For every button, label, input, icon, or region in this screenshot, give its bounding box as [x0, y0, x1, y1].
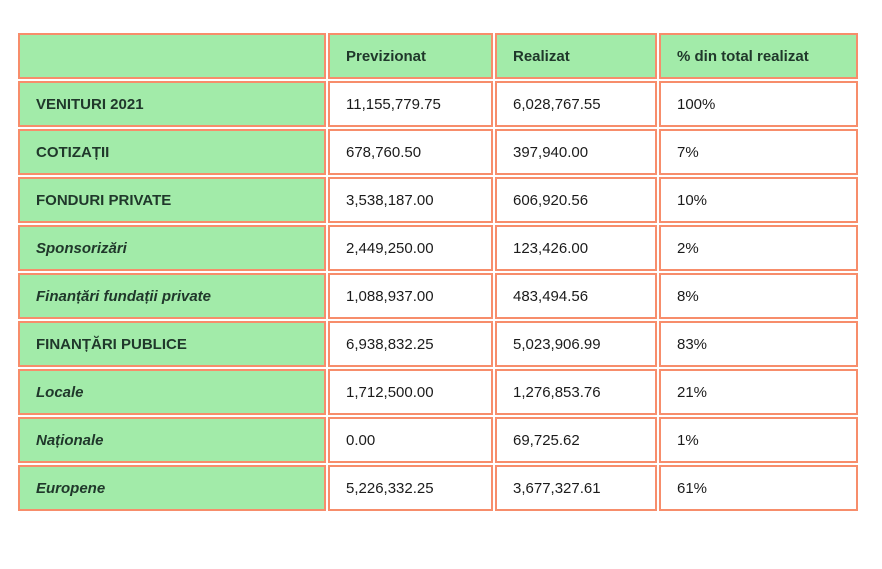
row-label: FINANȚĂRI PUBLICE [18, 321, 326, 367]
cell-realizat: 1,276,853.76 [495, 369, 657, 415]
cell-previzionat: 6,938,832.25 [328, 321, 493, 367]
column-header-empty [18, 33, 326, 79]
table-row-cotizatii: COTIZAȚII 678,760.50 397,940.00 7% [18, 129, 858, 175]
row-label: Finanțări fundații private [18, 273, 326, 319]
row-label: VENITURI 2021 [18, 81, 326, 127]
cell-previzionat: 11,155,779.75 [328, 81, 493, 127]
cell-previzionat: 2,449,250.00 [328, 225, 493, 271]
row-label: Europene [18, 465, 326, 511]
cell-realizat: 6,028,767.55 [495, 81, 657, 127]
cell-pct: 10% [659, 177, 858, 223]
table-row-nationale: Naționale 0.00 69,725.62 1% [18, 417, 858, 463]
cell-realizat: 5,023,906.99 [495, 321, 657, 367]
table-row-venituri-2021: VENITURI 2021 11,155,779.75 6,028,767.55… [18, 81, 858, 127]
cell-realizat: 69,725.62 [495, 417, 657, 463]
row-label: Naționale [18, 417, 326, 463]
cell-realizat: 3,677,327.61 [495, 465, 657, 511]
column-header-realizat: Realizat [495, 33, 657, 79]
cell-pct: 83% [659, 321, 858, 367]
cell-pct: 2% [659, 225, 858, 271]
table-row-locale: Locale 1,712,500.00 1,276,853.76 21% [18, 369, 858, 415]
cell-pct: 61% [659, 465, 858, 511]
row-label: FONDURI PRIVATE [18, 177, 326, 223]
row-label: Sponsorizări [18, 225, 326, 271]
cell-realizat: 397,940.00 [495, 129, 657, 175]
table-row-sponsorizari: Sponsorizări 2,449,250.00 123,426.00 2% [18, 225, 858, 271]
cell-realizat: 606,920.56 [495, 177, 657, 223]
cell-previzionat: 0.00 [328, 417, 493, 463]
budget-table: Previzionat Realizat % din total realiza… [16, 31, 860, 513]
table-row-fonduri-private: FONDURI PRIVATE 3,538,187.00 606,920.56 … [18, 177, 858, 223]
cell-pct: 100% [659, 81, 858, 127]
table-row-finantari-publice: FINANȚĂRI PUBLICE 6,938,832.25 5,023,906… [18, 321, 858, 367]
column-header-previzionat: Previzionat [328, 33, 493, 79]
cell-pct: 8% [659, 273, 858, 319]
cell-previzionat: 1,712,500.00 [328, 369, 493, 415]
row-label: Locale [18, 369, 326, 415]
cell-pct: 7% [659, 129, 858, 175]
table-row-finantari-fundatii-private: Finanțări fundații private 1,088,937.00 … [18, 273, 858, 319]
cell-previzionat: 678,760.50 [328, 129, 493, 175]
column-header-pct-din-total: % din total realizat [659, 33, 858, 79]
cell-previzionat: 3,538,187.00 [328, 177, 493, 223]
header-row: Previzionat Realizat % din total realiza… [18, 33, 858, 79]
cell-pct: 1% [659, 417, 858, 463]
cell-realizat: 123,426.00 [495, 225, 657, 271]
table-row-europene: Europene 5,226,332.25 3,677,327.61 61% [18, 465, 858, 511]
cell-previzionat: 5,226,332.25 [328, 465, 493, 511]
row-label: COTIZAȚII [18, 129, 326, 175]
budget-table-container: Previzionat Realizat % din total realiza… [16, 31, 860, 513]
cell-pct: 21% [659, 369, 858, 415]
cell-realizat: 483,494.56 [495, 273, 657, 319]
cell-previzionat: 1,088,937.00 [328, 273, 493, 319]
